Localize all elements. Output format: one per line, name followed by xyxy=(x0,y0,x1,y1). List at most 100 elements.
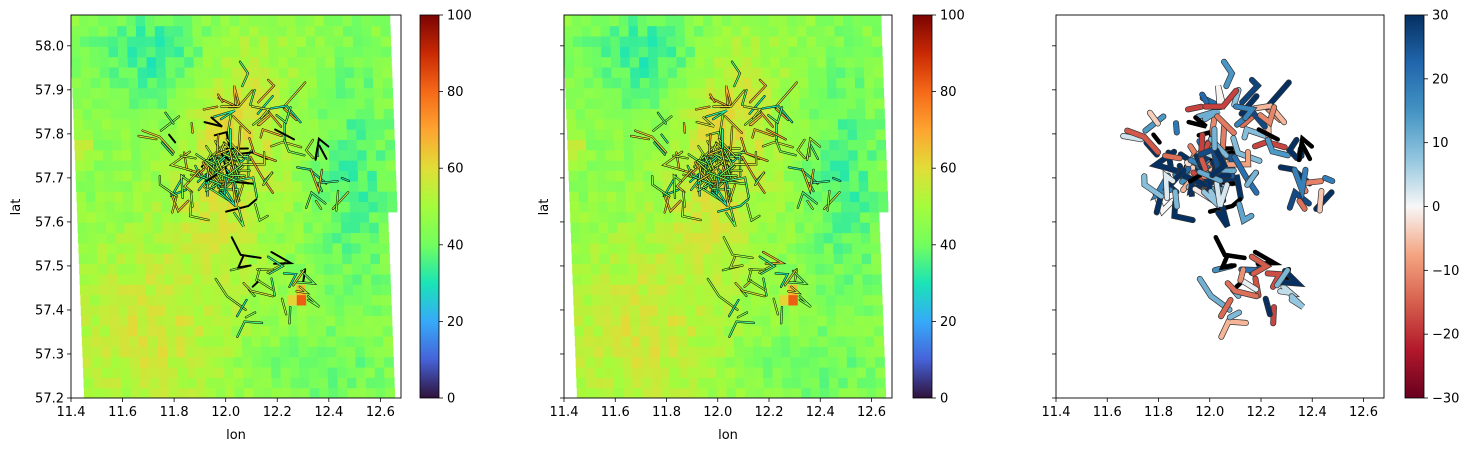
heatmap-cell xyxy=(835,304,846,316)
heatmap-cell xyxy=(169,170,180,182)
heatmap-cell xyxy=(286,35,297,47)
colorbar-tick-label: −10 xyxy=(1432,264,1459,279)
heatmap-cell xyxy=(755,160,766,172)
heatmap-cell xyxy=(859,201,870,213)
heatmap-cell xyxy=(610,35,621,47)
heatmap-cell xyxy=(359,201,370,213)
heatmap-cell xyxy=(127,294,138,306)
heatmap-cell xyxy=(847,377,858,389)
heatmap-cell xyxy=(841,201,851,213)
heatmap-cell xyxy=(687,356,698,368)
heatmap-cell xyxy=(275,232,286,244)
segment xyxy=(171,195,178,213)
heatmap-cell xyxy=(590,263,601,275)
heatmap-cell xyxy=(713,46,724,58)
heatmap-cell xyxy=(760,294,771,306)
heatmap-cell xyxy=(750,284,761,296)
heatmap-cell xyxy=(659,356,670,368)
heatmap-cell xyxy=(653,201,664,213)
segment xyxy=(1186,115,1208,129)
segment xyxy=(696,116,715,128)
heatmap-cell xyxy=(664,232,675,244)
heatmap-cell xyxy=(98,284,109,296)
heatmap-cell xyxy=(175,315,186,327)
heatmap-cell xyxy=(203,304,214,316)
heatmap-cell xyxy=(294,222,305,234)
heatmap-cell xyxy=(385,160,396,172)
heatmap-cell xyxy=(174,35,185,47)
heatmap-cell xyxy=(876,149,887,161)
segment xyxy=(1225,280,1259,299)
heatmap-cell xyxy=(614,160,625,172)
heatmap-cell xyxy=(377,191,388,203)
heatmap-cell xyxy=(779,304,790,316)
heatmap-cell xyxy=(127,56,138,68)
heatmap-cell xyxy=(280,108,291,120)
heatmap-cell xyxy=(308,356,319,368)
heatmap-cell xyxy=(326,325,337,337)
heatmap-cell xyxy=(836,335,847,347)
heatmap-cell xyxy=(191,242,202,254)
heatmap-cell xyxy=(845,325,856,337)
heatmap-cell xyxy=(862,273,873,285)
heatmap-cell xyxy=(93,387,104,398)
heatmap-cell xyxy=(71,25,81,37)
heatmap-cell xyxy=(721,15,732,27)
heatmap-cell xyxy=(258,35,269,47)
segment xyxy=(707,278,739,311)
heatmap-cell xyxy=(665,263,676,275)
heatmap-cell xyxy=(677,77,688,89)
heatmap-cell xyxy=(812,201,823,213)
heatmap-cell xyxy=(847,366,858,378)
heatmap-cell xyxy=(740,253,751,265)
segment xyxy=(292,269,305,286)
heatmap-cell xyxy=(826,66,837,78)
heatmap-cell xyxy=(865,366,876,378)
heatmap-cell xyxy=(731,263,742,275)
colorbar-tick-label: 10 xyxy=(1432,136,1449,151)
heatmap-cell xyxy=(637,25,648,37)
heatmap-cell xyxy=(73,108,84,120)
heatmap-cell xyxy=(327,108,338,120)
heatmap-cell xyxy=(157,97,168,109)
heatmap-cell xyxy=(254,170,265,182)
y-tick-label: 57.9 xyxy=(35,83,64,98)
heatmap-cell xyxy=(759,15,770,27)
heatmap-cell xyxy=(165,56,176,68)
heatmap-cell xyxy=(315,294,326,306)
heatmap-cell xyxy=(246,201,257,213)
segment xyxy=(230,176,258,198)
heatmap-cell xyxy=(325,315,336,327)
heatmap-cell xyxy=(595,377,606,389)
heatmap-cell xyxy=(639,66,650,78)
heatmap-cell xyxy=(593,346,604,358)
heatmap-cell xyxy=(86,201,97,213)
heatmap-cell xyxy=(719,201,730,213)
heatmap-cell xyxy=(357,160,368,172)
heatmap-cell xyxy=(820,160,831,172)
heatmap-cell xyxy=(285,253,296,265)
x-tick-label: 12.2 xyxy=(1247,405,1276,420)
heatmap-cell xyxy=(203,66,214,78)
heatmap-cell xyxy=(251,97,262,109)
heatmap-cell xyxy=(305,263,316,275)
heatmap-cell xyxy=(789,335,800,347)
heatmap-cell xyxy=(611,325,622,337)
heatmap-cell xyxy=(667,315,678,327)
heatmap-cell xyxy=(648,46,659,58)
heatmap-cell xyxy=(631,108,642,120)
heatmap-cell xyxy=(249,35,260,47)
segment xyxy=(215,278,247,311)
heatmap-cell xyxy=(572,284,583,296)
heatmap-cell xyxy=(249,294,260,306)
heatmap-cell xyxy=(185,325,196,337)
heatmap-cell xyxy=(119,325,130,337)
segment xyxy=(775,108,789,121)
heatmap-cell xyxy=(594,356,605,368)
heatmap-cell xyxy=(734,108,745,120)
heatmap-cell xyxy=(283,180,294,192)
heatmap-cell xyxy=(352,35,363,47)
heatmap-cell xyxy=(192,15,203,27)
heatmap-cell xyxy=(342,15,353,27)
heatmap-cell xyxy=(604,387,615,398)
